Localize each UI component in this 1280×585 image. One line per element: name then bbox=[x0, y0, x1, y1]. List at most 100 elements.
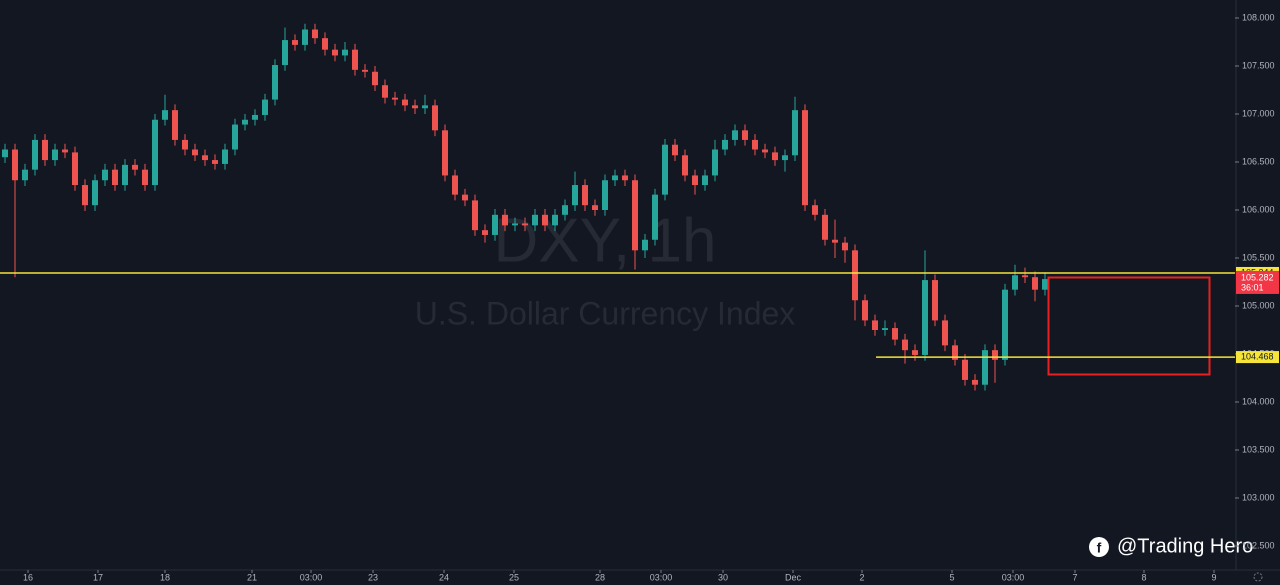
candle-body bbox=[262, 99, 268, 115]
x-tick-label: 25 bbox=[509, 572, 519, 582]
brand-icon bbox=[1089, 537, 1109, 557]
x-tick-label: 23 bbox=[368, 572, 378, 582]
candle-body bbox=[2, 149, 8, 158]
x-tick-label: 2 bbox=[859, 572, 864, 582]
y-tick-label: 106.500 bbox=[1242, 156, 1275, 166]
candle-body bbox=[892, 328, 898, 340]
candle-body bbox=[792, 110, 798, 156]
candle-body bbox=[922, 280, 928, 355]
candle-body bbox=[12, 149, 18, 181]
last-price-tag bbox=[1236, 270, 1279, 294]
y-tick-label: 107.500 bbox=[1242, 60, 1275, 70]
candle-body bbox=[822, 214, 828, 240]
candle-body bbox=[872, 320, 878, 330]
candle-body bbox=[612, 175, 618, 181]
candle-body bbox=[802, 110, 808, 206]
candle-body bbox=[232, 124, 238, 150]
countdown: 36:01 bbox=[1241, 282, 1264, 292]
candle-body bbox=[492, 214, 498, 235]
candle-body bbox=[202, 155, 208, 161]
candle-body bbox=[882, 328, 888, 330]
candle-body bbox=[362, 69, 368, 72]
candle-body bbox=[582, 185, 588, 206]
candle-body bbox=[832, 239, 838, 243]
candle-body bbox=[912, 350, 918, 355]
brand-icon-glyph: f bbox=[1097, 540, 1102, 556]
candle-body bbox=[312, 29, 318, 39]
candle-body bbox=[142, 169, 148, 186]
candle-body bbox=[952, 345, 958, 360]
x-tick-label: 18 bbox=[160, 572, 170, 582]
candle-body bbox=[1012, 275, 1018, 290]
candle-body bbox=[42, 139, 48, 161]
y-tick-label: 107.000 bbox=[1242, 108, 1275, 118]
candle-body bbox=[672, 144, 678, 156]
candle-body bbox=[1022, 275, 1028, 278]
candle-body bbox=[542, 214, 548, 226]
candle-body bbox=[102, 169, 108, 181]
candle-body bbox=[502, 214, 508, 226]
brand: f @Trading Hero bbox=[1089, 535, 1253, 557]
x-tick-label: 03:00 bbox=[650, 572, 673, 582]
candle-body bbox=[992, 350, 998, 360]
candle-body bbox=[122, 164, 128, 186]
candle-body bbox=[152, 119, 158, 186]
x-tick-label: 7 bbox=[1072, 572, 1077, 582]
candle-body bbox=[602, 180, 608, 210]
x-tick-label: 8 bbox=[1141, 572, 1146, 582]
x-tick-label: 28 bbox=[595, 572, 605, 582]
candle-body bbox=[132, 164, 138, 170]
target-zone bbox=[1047, 276, 1211, 376]
candle-body bbox=[62, 149, 68, 153]
candle-body bbox=[632, 180, 638, 251]
candle-body bbox=[512, 223, 518, 226]
candle-body bbox=[622, 175, 628, 181]
settings-icon[interactable] bbox=[1253, 572, 1263, 582]
candle-body bbox=[342, 49, 348, 56]
candle-body bbox=[322, 38, 328, 50]
candle-body bbox=[562, 205, 568, 215]
candle-body bbox=[552, 214, 558, 226]
candle-body bbox=[172, 110, 178, 140]
candle-body bbox=[442, 130, 448, 176]
candle-body bbox=[332, 49, 338, 56]
candle-body bbox=[402, 99, 408, 106]
candle-body bbox=[32, 139, 38, 170]
watermark-symbol: DXY, 1h bbox=[494, 206, 717, 275]
candle-body bbox=[192, 149, 198, 156]
candle-body bbox=[432, 105, 438, 131]
candle-body bbox=[272, 65, 278, 100]
candle-body bbox=[462, 194, 468, 201]
y-tick-label: 104.000 bbox=[1242, 396, 1275, 406]
candle-body bbox=[302, 29, 308, 45]
candle-body bbox=[812, 205, 818, 215]
y-tick-label: 108.000 bbox=[1242, 12, 1275, 22]
x-tick-label: 5 bbox=[949, 572, 954, 582]
x-tick-label: 9 bbox=[1211, 572, 1216, 582]
candle-body bbox=[1032, 277, 1038, 290]
candle-body bbox=[662, 144, 668, 195]
candle-body bbox=[1002, 289, 1008, 360]
candle-body bbox=[422, 105, 428, 109]
candle-body bbox=[92, 180, 98, 206]
candle-body bbox=[412, 105, 418, 109]
x-tick-label: 17 bbox=[93, 572, 103, 582]
y-tick-label: 102.500 bbox=[1242, 540, 1275, 550]
candle-body bbox=[682, 155, 688, 176]
candle-body bbox=[372, 71, 378, 86]
candle-body bbox=[972, 379, 978, 385]
candle-body bbox=[472, 200, 478, 231]
candle-body bbox=[52, 149, 58, 161]
candle-body bbox=[752, 139, 758, 150]
candle-body bbox=[522, 223, 528, 226]
candle-body bbox=[482, 230, 488, 235]
x-tick-label: 16 bbox=[23, 572, 33, 582]
y-tick-label: 103.500 bbox=[1242, 444, 1275, 454]
candle-body bbox=[852, 250, 858, 301]
candle-body bbox=[932, 280, 938, 321]
candle-body bbox=[782, 155, 788, 161]
candle-body bbox=[1042, 279, 1048, 290]
x-tick-label: 03:00 bbox=[1002, 572, 1025, 582]
